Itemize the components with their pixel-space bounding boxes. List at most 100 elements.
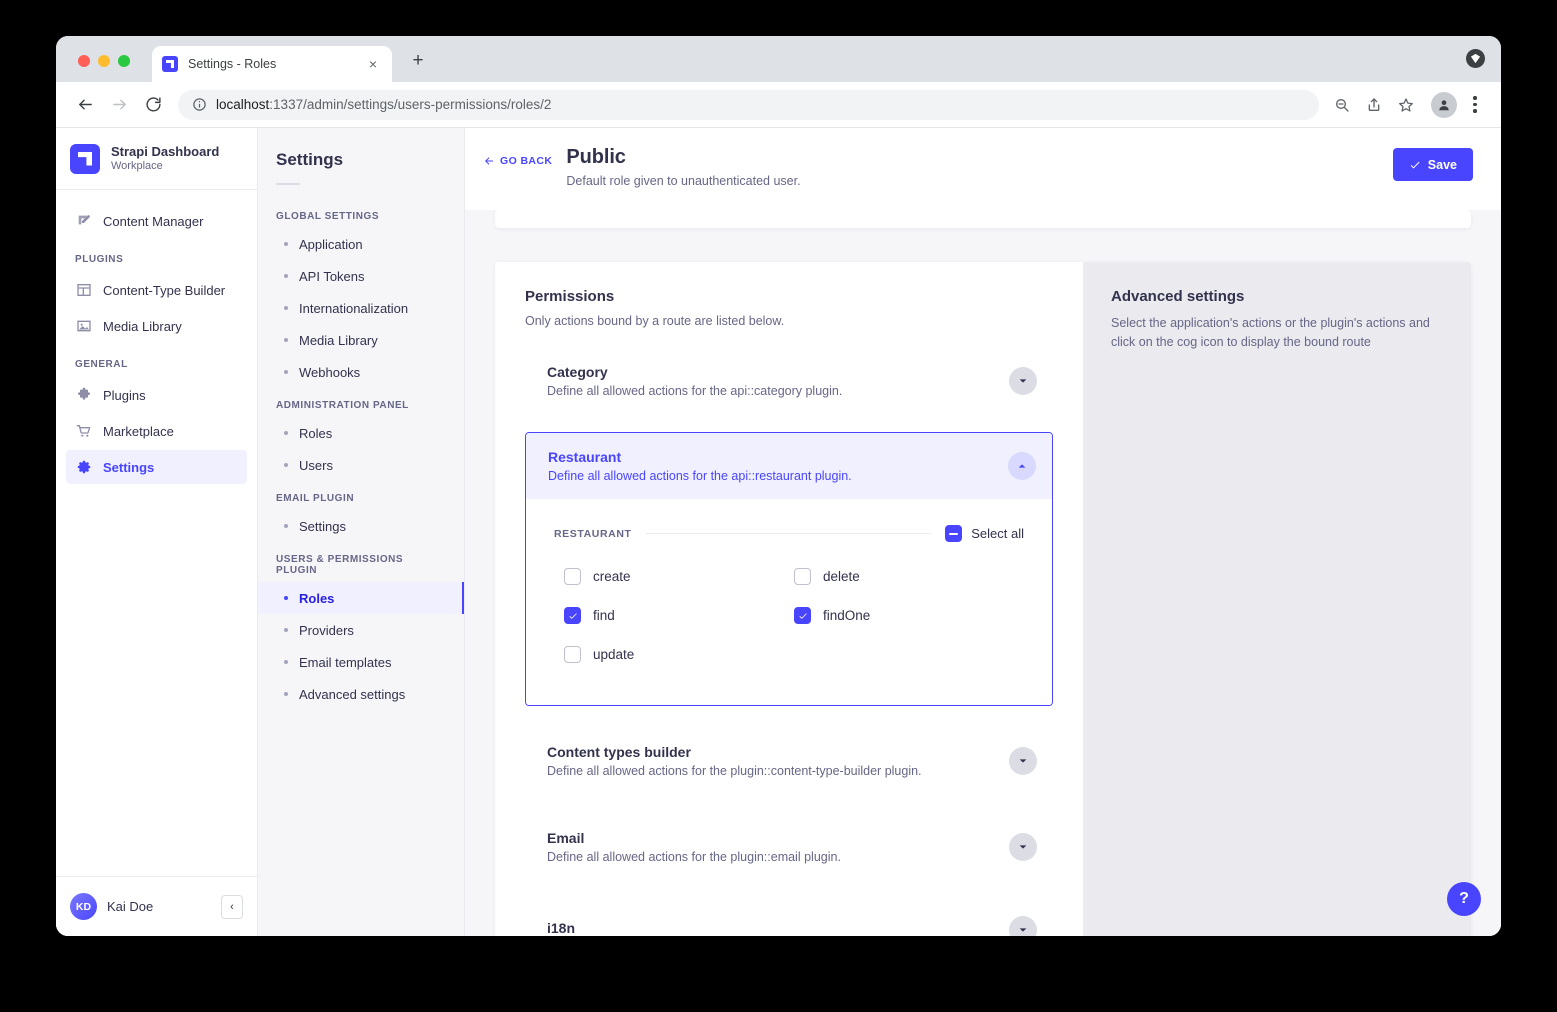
findone-checkbox[interactable] [794,607,811,624]
subnav-item-internationalization[interactable]: Internationalization [258,292,464,324]
sidebar-item-marketplace[interactable]: Marketplace [66,414,247,448]
action-create[interactable]: create [564,568,794,585]
chevron-down-icon[interactable] [1009,916,1037,936]
save-button-label: Save [1427,157,1457,172]
page-header: GO BACK Public Default role given to una… [465,128,1501,210]
subnav-item-label: Settings [299,518,346,534]
subnav-group-label-users-permissions: USERS & PERMISSIONS PLUGIN [276,554,404,576]
action-find[interactable]: find [564,607,794,624]
subnav-item-label: Email templates [299,654,392,670]
plugin-row-restaurant[interactable]: Restaurant Define all allowed actions fo… [526,433,1052,499]
subnav-item-media-library[interactable]: Media Library [258,324,464,356]
site-info-icon[interactable] [192,97,207,112]
permissions-scroll-area[interactable]: Permissions Only actions bound by a rout… [465,210,1501,936]
update-checkbox[interactable] [564,646,581,663]
url-host: localhost [216,97,270,112]
subnav-item-advanced-settings[interactable]: Advanced settings [258,678,464,710]
chevron-down-icon[interactable] [1009,833,1037,861]
layout-icon [75,282,92,299]
bullet-icon [284,370,288,374]
image-icon [75,318,92,335]
action-delete[interactable]: delete [794,568,1024,585]
back-arrow-icon [485,157,493,165]
sidebar-item-content-type-builder[interactable]: Content-Type Builder [66,273,247,307]
strapi-logo-icon [70,143,100,174]
help-button[interactable]: ? [1447,882,1481,916]
share-icon[interactable] [1359,90,1389,120]
subnav-item-api-tokens[interactable]: API Tokens [258,260,464,292]
chevron-down-icon[interactable] [1009,367,1037,395]
sidebar-item-settings[interactable]: Settings [66,450,247,484]
action-findone[interactable]: findOne [794,607,1024,624]
subnav-item-email-settings[interactable]: Settings [258,510,464,542]
select-all-checkbox[interactable] [945,525,963,542]
profile-avatar-icon[interactable] [1431,91,1457,118]
sidebar-item-label: Content Manager [103,213,204,229]
subnav-item-admin-roles[interactable]: Roles [258,417,464,449]
plugin-name: Content types builder [547,744,691,760]
subnav-title: Settings [276,150,344,169]
plugin-name: Restaurant [548,449,622,465]
plugin-row-content-types-builder[interactable]: Content types builder Define all allowed… [525,730,1053,792]
sidebar-item-label: Plugins [103,387,146,403]
bullet-icon [284,692,288,696]
sidebar-item-label: Marketplace [103,423,174,439]
star-icon[interactable] [1391,90,1421,120]
sidebar-item-plugins[interactable]: Plugins [66,378,247,412]
maximize-window-button[interactable] [118,55,130,67]
chevron-up-icon[interactable] [1008,452,1036,480]
plugin-row-i18n[interactable]: i18n [525,902,1053,936]
reload-icon[interactable] [138,90,168,120]
subnav-item-application[interactable]: Application [258,228,464,260]
address-bar[interactable]: localhost:1337/admin/settings/users-perm… [178,89,1319,120]
advanced-settings-title: Advanced settings [1111,288,1245,305]
kebab-menu-icon[interactable] [1463,90,1487,120]
new-tab-button[interactable]: + [412,50,424,71]
create-checkbox[interactable] [564,568,581,585]
plugin-row-category[interactable]: Category Define all allowed actions for … [525,350,1053,412]
role-details-card-partial [495,210,1471,228]
action-update[interactable]: update [564,646,794,663]
sidebar-item-media-library[interactable]: Media Library [66,309,247,343]
subnav-item-email-templates[interactable]: Email templates [258,646,464,678]
select-all-control[interactable]: Select all [945,525,1024,542]
avatar: KD [70,893,97,920]
brand-header[interactable]: Strapi Dashboard Workplace [56,128,257,190]
actions-group-label: RESTAURANT [554,527,632,540]
strapi-app: Strapi Dashboard Workplace Content Manag… [56,128,1501,936]
nav-group-label-plugins: PLUGINS [75,254,124,265]
subnav-item-webhooks[interactable]: Webhooks [258,356,464,388]
close-window-button[interactable] [78,55,90,67]
divider [276,183,300,185]
check-icon [568,612,577,619]
gear-icon [75,459,92,476]
save-button[interactable]: Save [1392,148,1473,181]
plugin-row-email[interactable]: Email Define all allowed actions for the… [525,816,1053,878]
minimize-window-button[interactable] [98,55,110,67]
settings-subnav: Settings GLOBAL SETTINGS Application API… [258,128,465,936]
action-label: delete [823,569,860,584]
collapse-sidebar-button[interactable]: ‹ [221,894,243,919]
chevron-down-icon[interactable] [1009,747,1037,775]
subnav-item-admin-users[interactable]: Users [258,449,464,481]
subnav-item-roles[interactable]: Roles [258,582,464,614]
find-checkbox[interactable] [564,607,581,624]
sidebar-item-content-manager[interactable]: Content Manager [66,204,247,238]
actions-group-header: RESTAURANT Select all [554,525,1024,542]
back-arrow-icon[interactable] [70,90,100,120]
subnav-item-providers[interactable]: Providers [258,614,464,646]
go-back-link[interactable]: GO BACK [483,155,552,167]
bullet-icon [284,242,288,246]
plugin-card-restaurant: Restaurant Define all allowed actions fo… [525,432,1053,706]
zoom-icon[interactable] [1327,90,1357,120]
delete-checkbox[interactable] [794,568,811,585]
subnav-item-label: Advanced settings [299,686,406,702]
close-icon[interactable]: × [368,56,378,72]
url-path: :1337/admin/settings/users-permissions/r… [269,97,552,112]
page-subtitle: Default role given to unauthenticated us… [566,174,801,188]
browser-tab[interactable]: Settings - Roles × [152,46,392,82]
profile-badge-icon[interactable] [1466,49,1485,68]
forward-arrow-icon[interactable] [104,90,134,120]
bullet-icon [284,306,288,310]
plugin-name: Category [547,364,608,380]
